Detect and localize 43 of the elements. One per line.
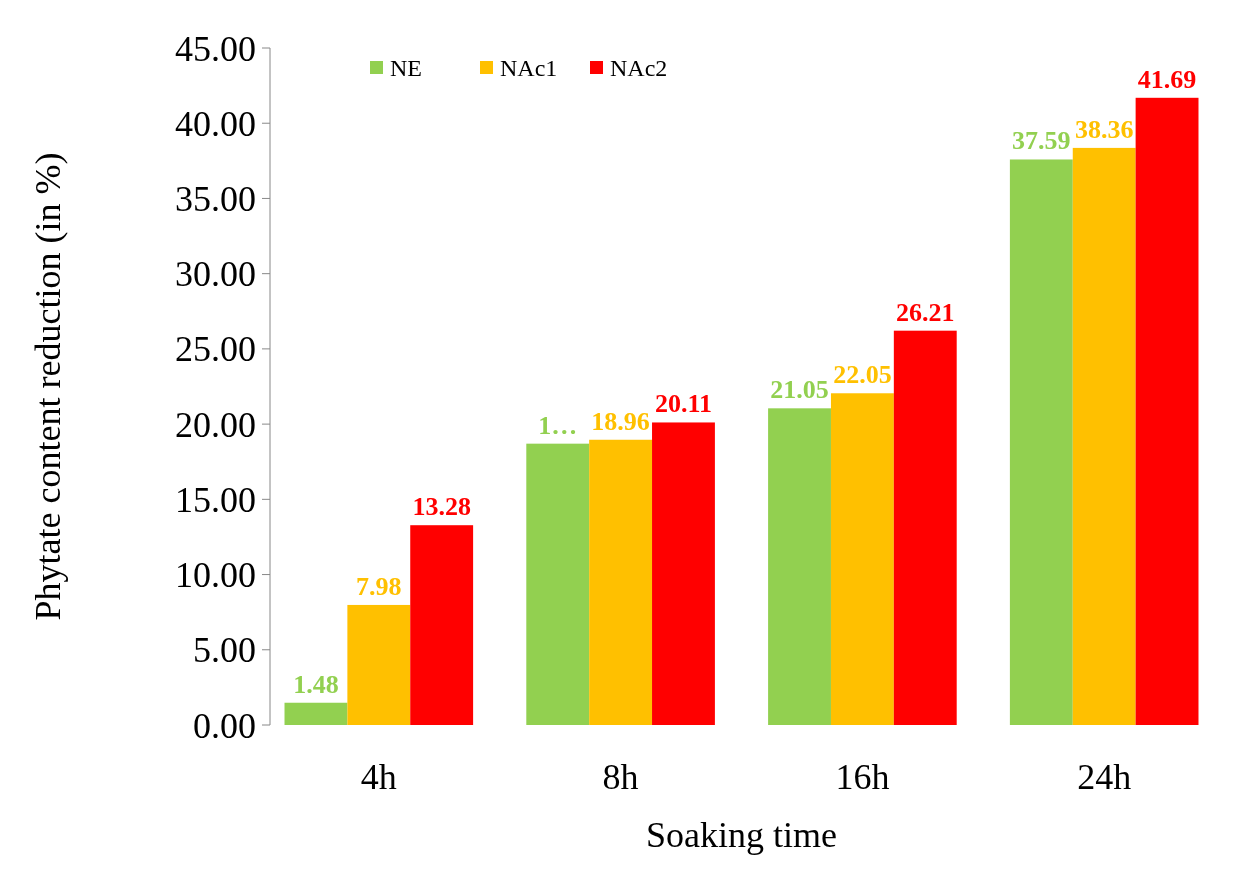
data-label: 37.59 [1012,126,1071,156]
bar [893,330,957,725]
y-tick-label: 40.00 [175,103,256,144]
y-tick-label: 35.00 [175,179,256,220]
bar [347,604,411,725]
bar [1072,147,1136,725]
y-tick-label: 10.00 [175,555,256,596]
data-label: 38.36 [1074,114,1134,144]
bar [526,443,590,725]
data-label: 22.05 [833,360,892,390]
data-label: 7.98 [356,571,402,601]
x-tick-label: 4h [360,757,397,797]
data-label: 1… [538,410,578,440]
legend-label: NAc2 [610,55,668,82]
bar [768,408,831,725]
bar [830,393,894,725]
data-label: 13.28 [412,492,471,522]
y-tick-label: 20.00 [175,404,256,445]
y-tick-label: 45.00 [175,28,256,69]
y-tick-label: 0.00 [193,705,256,746]
data-label: 1.48 [293,669,339,699]
data-label: 18.96 [591,406,650,436]
y-axis-title: Phytate content reduction (in %) [28,152,68,621]
data-label: 26.21 [896,297,955,327]
x-tick-label: 24h [1077,757,1132,797]
x-axis-title: Soaking time [646,815,837,855]
y-tick-label: 30.00 [175,254,256,295]
bar [410,525,474,725]
bar [1135,97,1199,725]
bar [652,422,715,725]
y-tick-label: 5.00 [193,630,256,671]
x-tick-label: 16h [835,757,890,797]
y-tick-label: 25.00 [175,329,256,370]
y-tick-label: 15.00 [175,479,256,520]
legend-label: NE [390,55,422,82]
data-label: 41.69 [1137,64,1197,94]
bar [589,439,653,725]
x-tick-label: 8h [602,757,639,797]
legend-label: NAc1 [500,55,558,82]
data-label: 21.05 [770,375,829,405]
bar [284,702,348,725]
bar [1009,159,1073,725]
data-label: 20.11 [654,389,713,419]
